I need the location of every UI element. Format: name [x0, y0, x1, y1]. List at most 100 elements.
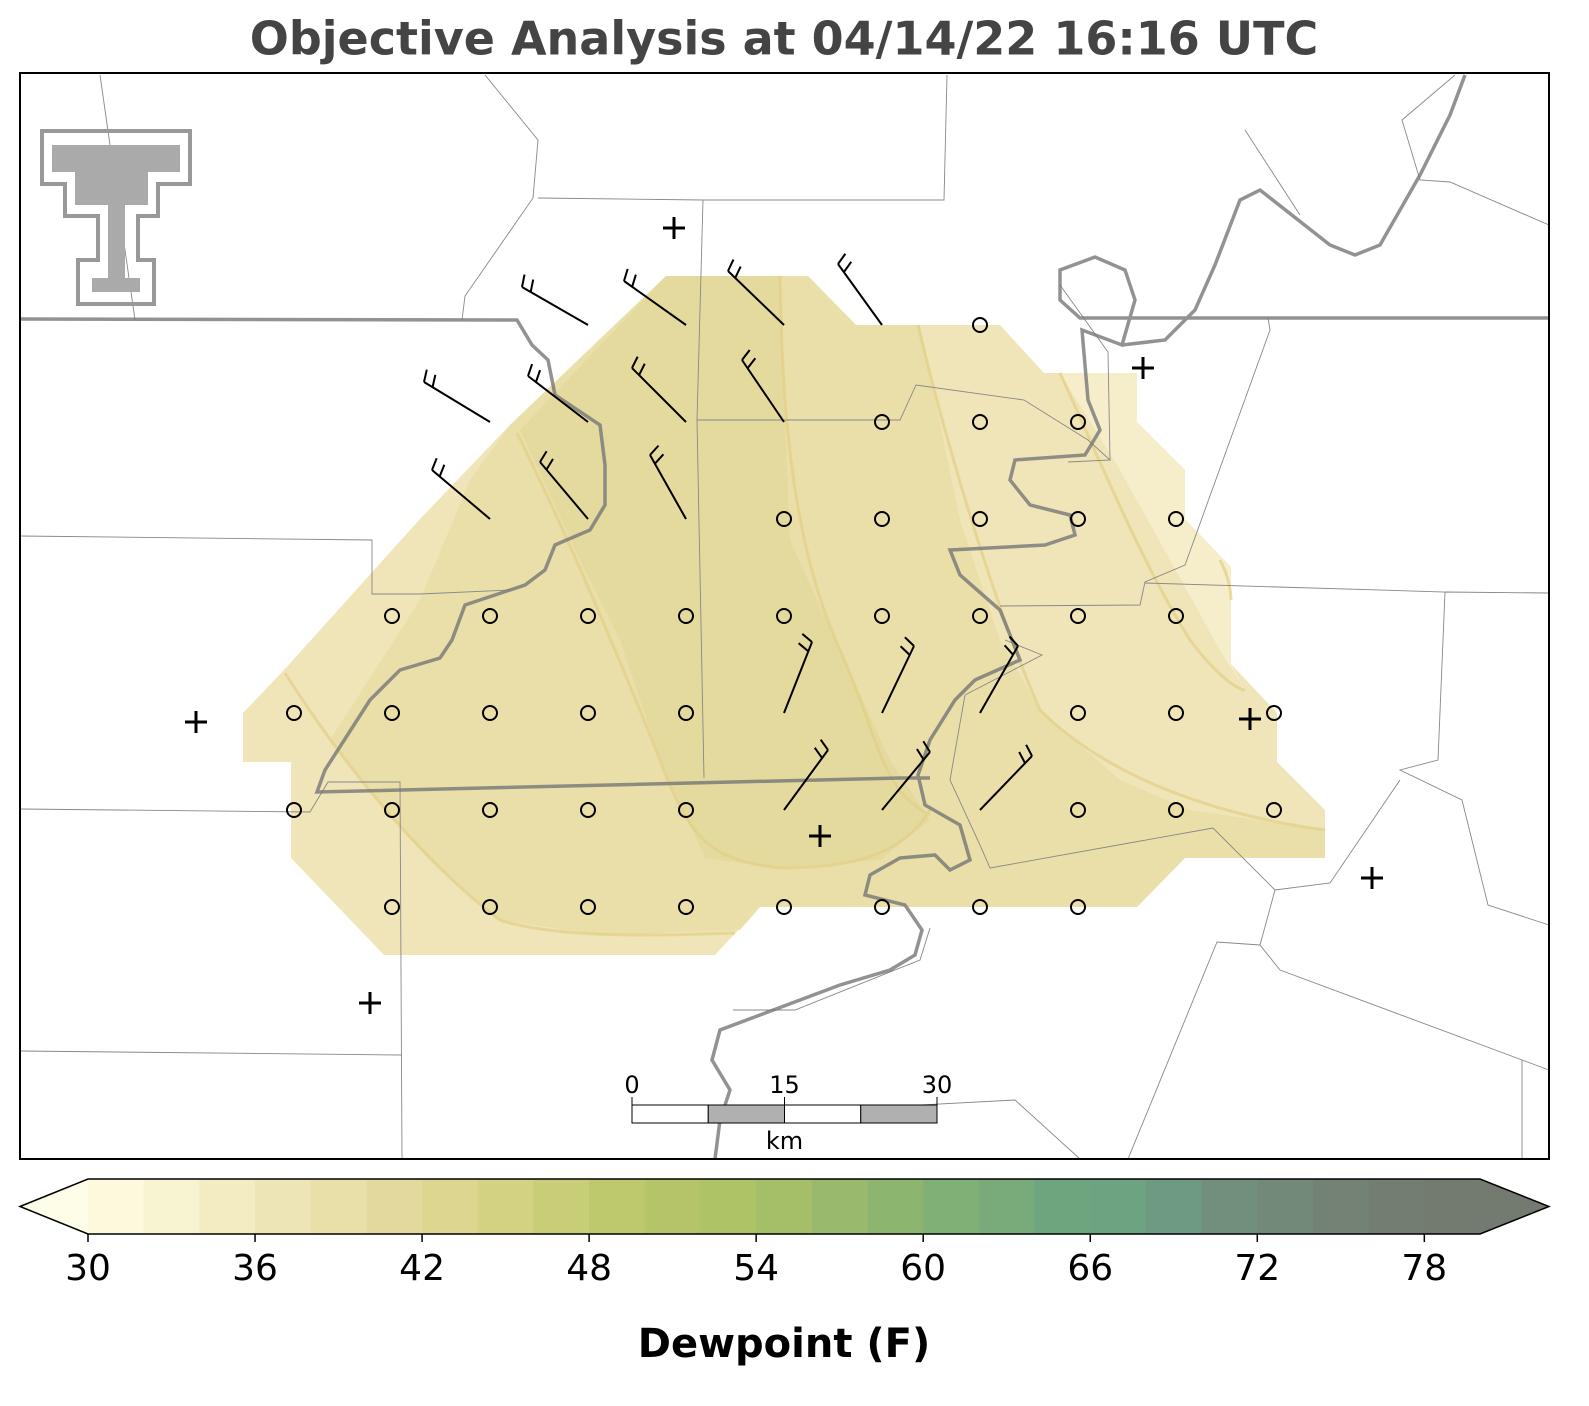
calm-station: [580, 802, 596, 818]
contour: [1218, 559, 1233, 601]
shaded-region-core: [520, 276, 930, 868]
calm-station: [1168, 608, 1184, 624]
calm-station: [1266, 705, 1282, 721]
calm-station: [1070, 802, 1086, 818]
colorbar-bin: [1034, 1179, 1091, 1234]
wind-barb: [631, 356, 687, 423]
county-line: [949, 639, 1401, 891]
calm-station: [1070, 511, 1086, 527]
scale-segment: [860, 1104, 938, 1124]
colorbar-tick-label: 72: [1234, 1248, 1280, 1289]
county-line: [1244, 74, 1550, 226]
calm-station: [482, 899, 498, 915]
barb-shaft: [741, 359, 785, 423]
wind-barb: [979, 744, 1033, 811]
calm-station: [384, 802, 400, 818]
contour: [916, 324, 1326, 832]
wind-barb: [979, 635, 1019, 714]
scale-unit: km: [766, 1127, 803, 1155]
colorbar: 30 36 42 48 54 60 66 72 78: [17, 1178, 1552, 1289]
county-line: [19, 535, 511, 595]
colorbar-label: Dewpoint (F): [638, 1321, 931, 1367]
colorbar-bin: [310, 1179, 367, 1234]
calm-station: [482, 705, 498, 721]
barb-flag: [631, 274, 637, 288]
colorbar-bin: [1424, 1179, 1481, 1234]
colorbar-bin: [1145, 1179, 1203, 1234]
barb-flag: [819, 739, 829, 751]
wind-barb: [837, 253, 883, 326]
calm-station: [1070, 414, 1086, 430]
stations: [185, 217, 1383, 1014]
barb-flag: [813, 747, 823, 759]
barb-flag: [1008, 635, 1019, 647]
scale-segment: [784, 1104, 862, 1124]
barb-flag: [631, 356, 639, 369]
scale-segment: [631, 1104, 709, 1124]
barb-shaft: [783, 749, 829, 811]
map-frame: [19, 72, 1550, 1160]
wind-barb: [741, 349, 785, 423]
wind-barb: [423, 369, 491, 423]
logo-outline: [40, 129, 192, 306]
plus-marker: [809, 825, 831, 847]
barb-flag: [1025, 744, 1033, 757]
barb-shaft: [631, 367, 687, 423]
barb-flag: [521, 274, 526, 288]
calm-station: [482, 802, 498, 818]
barb-flag: [638, 363, 646, 376]
barb-flag: [843, 261, 853, 273]
logo-fill: [52, 145, 180, 292]
wind-barb: [539, 450, 589, 520]
barb-shaft: [727, 270, 785, 326]
barb-flag: [654, 453, 665, 465]
barb-flag: [534, 369, 542, 383]
county-line: [19, 781, 403, 1160]
colorbar-tick-label: 66: [1067, 1248, 1113, 1289]
wind-barb: [881, 740, 931, 811]
colorbar-tick-label: 30: [65, 1248, 111, 1289]
barb-shaft: [623, 280, 687, 326]
calm-station: [776, 608, 792, 624]
calm-station: [874, 899, 890, 915]
calm-station: [972, 511, 988, 527]
barb-flag: [529, 279, 535, 293]
barb-flag: [423, 369, 428, 383]
barb-shaft: [527, 375, 589, 423]
scale-tick-label: 0: [624, 1071, 639, 1099]
wind-barb: [623, 268, 687, 326]
calm-station: [776, 899, 792, 915]
barb-shaft: [431, 469, 491, 520]
border: [710, 255, 1549, 1160]
colorbar-bin: [1368, 1179, 1425, 1234]
barb-shaft: [881, 751, 931, 811]
calm-station: [580, 608, 596, 624]
plus-marker: [663, 217, 685, 239]
colorbar-bin: [255, 1179, 312, 1234]
colorbar-bin: [700, 1179, 757, 1234]
calm-station: [1266, 802, 1282, 818]
wind-barb: [649, 444, 687, 520]
colorbar-bin: [811, 1179, 869, 1234]
colorbar-bin: [923, 1179, 980, 1234]
calm-station: [874, 414, 890, 430]
scale-bar: 0 15 30 km: [624, 1071, 952, 1155]
contour: [1058, 372, 1246, 692]
calm-station: [580, 899, 596, 915]
map: 0 15 30 km: [19, 72, 1550, 1160]
barb-shaft: [539, 461, 589, 520]
colorbar-bin: [533, 1179, 590, 1234]
barb-shaft: [881, 645, 915, 714]
colorbar-bin: [199, 1179, 256, 1234]
calm-station: [482, 608, 498, 624]
calm-station: [874, 608, 890, 624]
colorbar-tick-label: 36: [232, 1248, 278, 1289]
colorbar-tick-label: 78: [1401, 1248, 1447, 1289]
barb-shaft: [979, 645, 1019, 714]
barb-flag: [623, 268, 629, 282]
calm-station: [580, 705, 596, 721]
calm-station: [972, 317, 988, 333]
scale-segment: [707, 1104, 785, 1124]
barb-flag: [734, 266, 742, 279]
colorbar-bin: [1257, 1179, 1314, 1234]
